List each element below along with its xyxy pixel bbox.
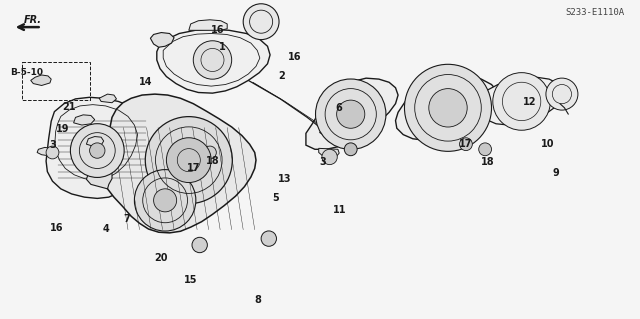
- Text: 6: 6: [336, 103, 342, 114]
- Polygon shape: [150, 33, 174, 47]
- Bar: [22, 62, 90, 100]
- Polygon shape: [189, 20, 227, 30]
- Text: 10: 10: [540, 138, 554, 149]
- Circle shape: [493, 73, 550, 130]
- Polygon shape: [104, 94, 256, 233]
- Text: B-5-10: B-5-10: [10, 68, 44, 77]
- Polygon shape: [37, 147, 51, 156]
- Polygon shape: [46, 97, 154, 198]
- Text: 17: 17: [186, 163, 200, 174]
- Circle shape: [204, 146, 216, 159]
- Polygon shape: [74, 115, 95, 125]
- Circle shape: [70, 124, 124, 177]
- Circle shape: [192, 237, 207, 253]
- Circle shape: [243, 4, 279, 40]
- Circle shape: [404, 64, 492, 151]
- Text: 13: 13: [278, 174, 292, 184]
- Circle shape: [134, 170, 196, 231]
- Text: 20: 20: [154, 253, 168, 263]
- Text: S233-E1110A: S233-E1110A: [565, 8, 624, 17]
- Text: 9: 9: [552, 168, 559, 178]
- Text: 16: 16: [49, 223, 63, 233]
- Text: 8: 8: [255, 295, 261, 305]
- Text: 14: 14: [139, 77, 153, 87]
- Text: 18: 18: [205, 156, 220, 166]
- Text: 18: 18: [481, 157, 495, 167]
- Text: 16: 16: [287, 52, 301, 62]
- Polygon shape: [396, 75, 499, 140]
- Polygon shape: [86, 170, 112, 189]
- Circle shape: [344, 143, 357, 156]
- Text: 3: 3: [50, 140, 56, 150]
- Circle shape: [191, 150, 204, 163]
- Text: 5: 5: [272, 193, 278, 204]
- Text: 11: 11: [332, 205, 346, 215]
- Text: 17: 17: [459, 139, 473, 149]
- Text: 19: 19: [56, 124, 70, 134]
- Circle shape: [479, 143, 492, 156]
- Text: 15: 15: [184, 275, 198, 285]
- Circle shape: [337, 100, 365, 128]
- Text: 21: 21: [62, 102, 76, 112]
- Circle shape: [546, 78, 578, 110]
- Circle shape: [193, 41, 232, 79]
- Text: 3: 3: [319, 157, 326, 167]
- Polygon shape: [306, 78, 398, 149]
- Polygon shape: [319, 148, 339, 158]
- Circle shape: [90, 143, 105, 158]
- Polygon shape: [157, 29, 270, 93]
- Text: 2: 2: [278, 71, 285, 81]
- Text: 1: 1: [220, 42, 226, 52]
- Text: 4: 4: [102, 224, 109, 234]
- Circle shape: [145, 117, 232, 204]
- Text: FR.: FR.: [24, 15, 42, 25]
- Polygon shape: [31, 75, 51, 85]
- Text: 12: 12: [523, 97, 537, 107]
- Circle shape: [429, 89, 467, 127]
- Text: 7: 7: [124, 214, 130, 225]
- Polygon shape: [99, 94, 116, 103]
- Circle shape: [166, 138, 211, 182]
- Circle shape: [460, 138, 472, 151]
- Text: 16: 16: [211, 25, 225, 35]
- Circle shape: [322, 149, 337, 165]
- Polygon shape: [86, 137, 104, 146]
- Polygon shape: [479, 77, 563, 125]
- Circle shape: [261, 231, 276, 246]
- Circle shape: [46, 146, 59, 159]
- Circle shape: [154, 189, 177, 212]
- Circle shape: [316, 79, 386, 149]
